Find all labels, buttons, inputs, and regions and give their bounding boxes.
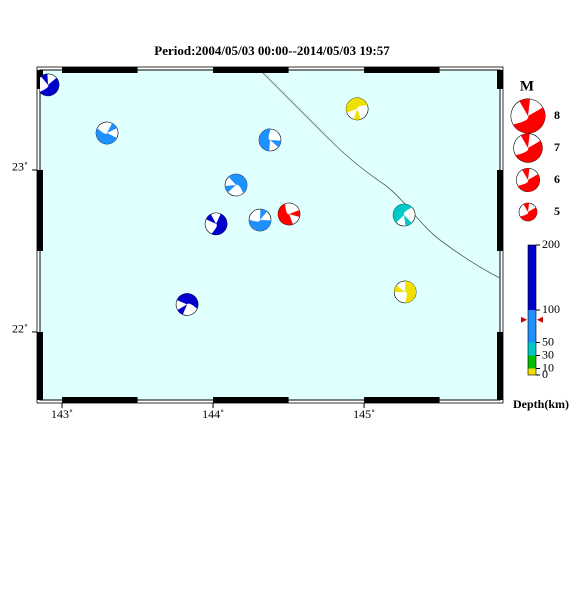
beachball-quadrant [107,123,117,134]
depth-marker [521,316,543,323]
legend-ball [518,202,538,222]
legend-ball [510,98,546,134]
beachball-quadrant [278,203,293,225]
magnitude-legend: 8 7 6 5 [510,98,560,222]
depth-band [528,245,536,310]
event [204,212,228,236]
frame-segment [62,67,138,73]
depth-band [528,342,536,356]
frame-segment [62,397,138,403]
frame-segment [364,397,440,403]
beachball-quadrant [404,214,412,226]
frame-segment [37,169,43,251]
depth-tick-label: 10 [542,360,554,374]
title: Period:2004/05/03 00:00--2014/05/03 19:5… [154,43,390,58]
beachball-quadrant [176,293,199,309]
legend-label: 6 [554,172,560,186]
beachball-quadrant [96,128,117,144]
event [224,173,248,197]
ticks: 143˚ 144˚ 145˚ 22˚ 23˚ [12,160,375,421]
event [392,203,416,227]
beachball-quadrant [249,219,272,231]
beachball-quadrant [515,140,543,163]
event [345,97,369,121]
beachball-quadrant [177,304,188,315]
event [40,73,60,97]
event [175,293,199,316]
beachball-quadrant [513,107,546,134]
beachball-quadrant [206,214,217,224]
depth-band [528,355,536,369]
legend-ball [516,168,540,192]
beachball-quadrant [517,174,540,192]
event [95,121,119,145]
depth-label: Depth(km) [513,397,569,411]
beachball-quadrant [260,209,267,221]
beachball-quadrant [270,139,281,148]
trench-line [261,71,501,279]
depth-tick-label: 100 [542,302,560,316]
events [40,73,417,316]
depth-band [528,368,536,375]
beachball-quadrant [393,204,413,223]
legend-label: 8 [554,108,560,122]
beachball-quadrant [40,77,59,96]
x-tick-label: 143˚ [51,407,73,421]
beachball-quadrant [520,207,537,221]
frame-segment [213,67,289,73]
beachball-quadrant [523,203,530,212]
depth-tick-label: 30 [542,347,554,361]
map-area [39,69,501,401]
depth-tick-label: 50 [542,334,554,348]
depth-band [528,310,536,343]
frame-outline [36,66,504,404]
beachball-quadrant [353,108,361,120]
event [258,128,282,152]
legend-label: 5 [554,204,560,218]
frame-segment [497,70,503,89]
beachball-quadrant [225,185,237,193]
beachball-quadrant [228,174,247,194]
beachball-quadrant [346,97,368,113]
beachball-quadrant [211,213,228,235]
depth-tick-label: 200 [542,237,560,251]
frame-segment [364,67,440,73]
magnitude-title: M [520,78,534,94]
beachball-quadrant [522,168,530,180]
y-tick-label: 22˚ [12,322,28,336]
beachball-quadrant [519,98,531,116]
legend-label: 7 [554,140,560,154]
beachball-quadrant [40,73,49,85]
event [277,202,301,226]
beachball-quadrant [289,210,301,218]
beachball-quadrant [394,285,406,292]
beachball-quadrant [520,133,530,148]
frame-segment [37,331,43,400]
event [248,208,272,232]
frame-segment [213,397,289,403]
beachball-quadrant [259,129,271,151]
legend-ball [513,133,543,163]
frame-segment [497,169,503,251]
x-tick-label: 145˚ [353,407,375,421]
event [393,280,417,304]
depth-tick-label: 0 [542,367,548,381]
y-tick-label: 23˚ [12,160,28,174]
frame-segment [497,331,503,400]
x-tick-label: 144˚ [202,407,224,421]
beachball-quadrant [405,280,417,303]
